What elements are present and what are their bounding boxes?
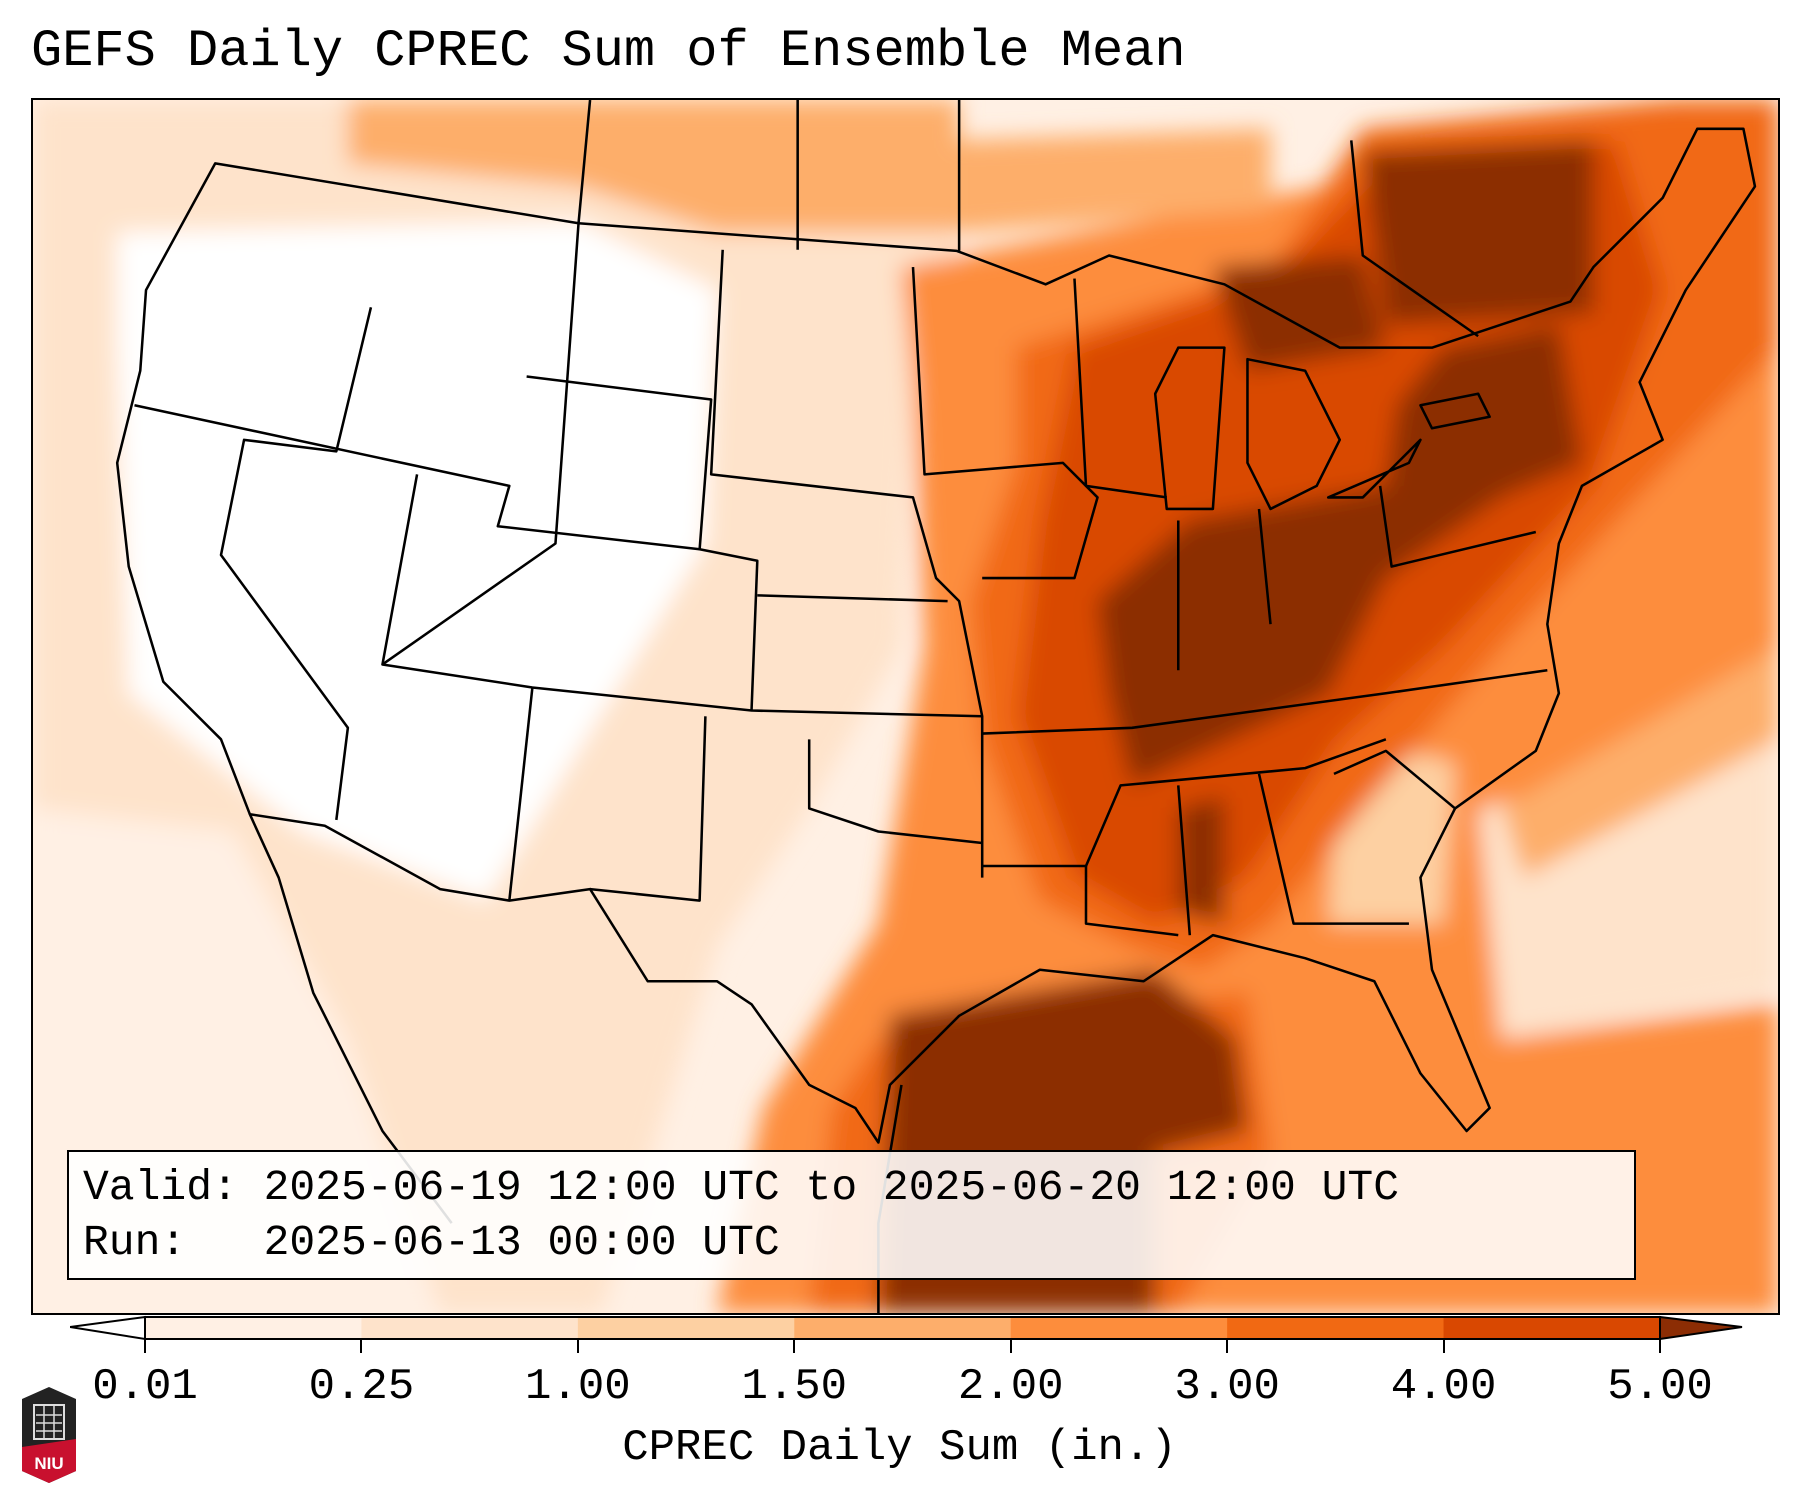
colorbar-segment <box>145 1317 362 1339</box>
colorbar-tick-label: 1.00 <box>525 1362 631 1412</box>
colorbar-tick-label: 1.50 <box>741 1362 848 1412</box>
colorbar-tick-label: 4.00 <box>1390 1362 1497 1412</box>
colorbar-segment <box>1010 1317 1228 1339</box>
map-canvas <box>33 100 1778 1313</box>
precipitation-map <box>31 98 1780 1315</box>
colorbar-over-extension <box>1659 1315 1743 1341</box>
logo-text: NIU <box>34 1454 63 1473</box>
colorbar-segment <box>794 1317 1012 1339</box>
niu-logo: NIU <box>22 1387 76 1483</box>
valid-run-info-box: Valid: 2025-06-19 12:00 UTC to 2025-06-2… <box>67 1150 1636 1280</box>
colorbar-tick <box>1226 1339 1229 1353</box>
colorbar-segment <box>361 1317 579 1339</box>
us-boundaries <box>115 100 1757 1313</box>
colorbar-tick <box>1442 1339 1445 1353</box>
colorbar-tick <box>360 1339 363 1353</box>
map-title: GEFS Daily CPREC Sum of Ensemble Mean <box>31 22 1186 81</box>
colorbar-segment <box>1443 1317 1661 1339</box>
colorbar-tick-label: 5.00 <box>1607 1362 1713 1412</box>
colorbar-segment <box>1227 1317 1445 1339</box>
colorbar-tick-label: 3.00 <box>1174 1362 1280 1412</box>
colorbar-tick <box>1009 1339 1012 1353</box>
colorbar-tick <box>144 1339 146 1353</box>
precip-field <box>33 100 1778 1313</box>
colorbar-tick <box>1659 1339 1661 1353</box>
colorbar-segment <box>577 1317 795 1339</box>
colorbar-label: CPREC Daily Sum (in.) <box>622 1423 1177 1473</box>
run-time: Run: 2025-06-13 00:00 UTC <box>83 1218 780 1267</box>
colorbar-tick <box>793 1339 796 1353</box>
colorbar-tick <box>576 1339 579 1353</box>
colorbar-tick-label: 0.01 <box>92 1362 198 1412</box>
colorbar-tick-label: 2.00 <box>957 1362 1064 1412</box>
colorbar-tick-label: 0.25 <box>308 1362 415 1412</box>
colorbar-under-extension <box>70 1315 146 1341</box>
colorbar <box>70 1315 1743 1341</box>
valid-time: Valid: 2025-06-19 12:00 UTC to 2025-06-2… <box>83 1163 1400 1212</box>
